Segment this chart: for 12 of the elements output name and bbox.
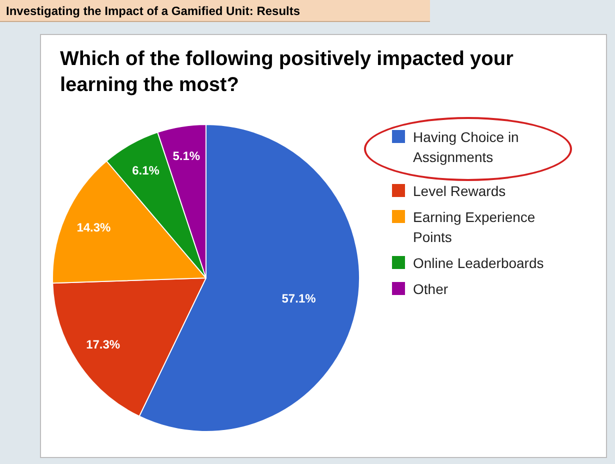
text: Investigating the Impact of a Gamified Unit: Results — [0, 0, 430, 22]
legend-label: Online Leaderboards — [413, 254, 544, 273]
legend-label: Level Rewards — [413, 182, 506, 201]
data-label: 17.3% — [86, 337, 120, 352]
legend-label: Earning Experience Points — [413, 208, 536, 247]
data-label: 6.1% — [132, 163, 160, 178]
data-label: 5.1% — [172, 149, 200, 164]
data-label: 57.1% — [282, 292, 316, 306]
data-label: 14.3% — [76, 220, 112, 235]
legend-label: Having Choice in Assignments — [413, 128, 520, 167]
legend-label: Other — [413, 280, 448, 299]
chart-title: Which of the following positively impacted your learning the most? — [60, 47, 514, 98]
